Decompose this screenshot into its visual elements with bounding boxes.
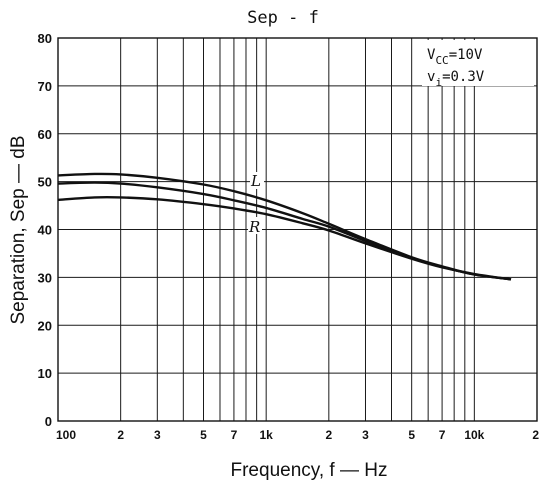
conditions-box: VCC=10V vi=0.3V (422, 40, 534, 89)
condition-vcc: VCC=10V (427, 47, 483, 67)
y-tick-label: 40 (38, 223, 52, 238)
y-tick-label: 20 (38, 318, 52, 333)
y-tick-label: 0 (45, 414, 52, 429)
y-tick-label: 60 (38, 127, 52, 142)
series-l-line (57, 172, 512, 281)
grid-layer (57, 37, 538, 422)
series-r-line (57, 195, 512, 281)
y-tick-label: 80 (38, 31, 52, 46)
y-axis-label: Separation, Sep — dB (8, 135, 29, 324)
x-tick-label: 2 (532, 428, 539, 442)
x-tick-label: 7 (231, 428, 238, 442)
x-tick-label: 1k (259, 428, 273, 442)
y-tick-label: 10 (38, 366, 52, 381)
plot-frame (57, 37, 538, 422)
series-labels: L R (248, 172, 264, 236)
x-tick-label: 3 (362, 428, 369, 442)
x-tick-label: 7 (439, 428, 446, 442)
x-tick-label: 100 (56, 428, 76, 442)
curve-layer (57, 172, 512, 281)
y-tick-label: 50 (38, 175, 52, 190)
series-label-l-background (250, 172, 264, 189)
x-tick-label: 5 (408, 428, 415, 442)
x-tick-label: 5 (200, 428, 207, 442)
series-label-r-background (248, 217, 262, 234)
chart-title: Sep - f (247, 8, 319, 28)
series-label-r: R (248, 218, 260, 236)
x-tick-label: 3 (154, 428, 161, 442)
x-axis-label: Frequency, f — Hz (231, 460, 388, 481)
x-tick-label: 2 (117, 428, 124, 442)
series-label-l: L (250, 172, 261, 190)
tick-layer: 0 10 20 30 40 50 60 70 80 100 2 3 5 7 1k 2 3 5 7 10k 2 (38, 31, 539, 442)
x-tick-label: 10k (464, 428, 484, 442)
y-tick-label: 30 (38, 270, 52, 285)
condition-vi: vi=0.3V (427, 69, 485, 89)
x-tick-label: 2 (325, 428, 332, 442)
y-tick-label: 70 (38, 79, 52, 94)
conditions-background (422, 40, 534, 86)
